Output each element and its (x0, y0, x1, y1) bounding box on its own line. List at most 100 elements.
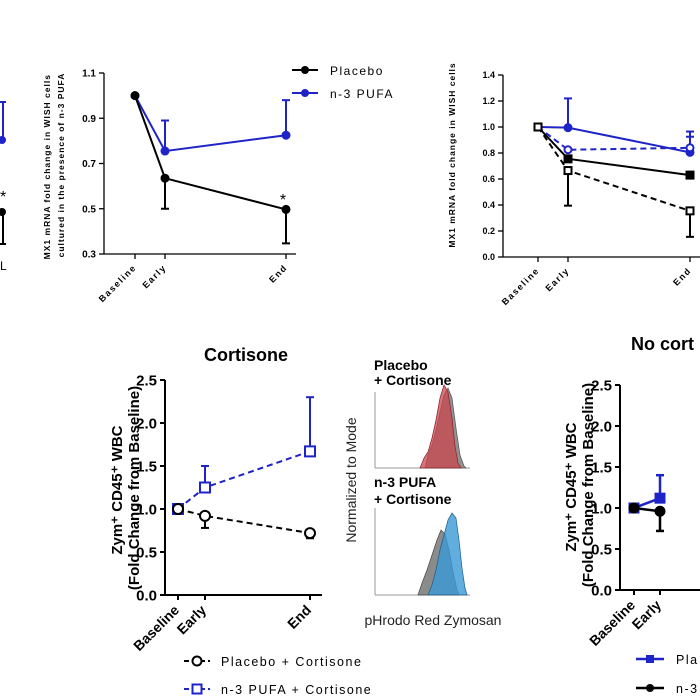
legend-placebo-cortisone-label: Placebo + Cortisone (221, 655, 362, 669)
panel-d-legend: Pla n-3 (636, 653, 699, 696)
panel-c-ylabel: Zym⁺ CD45⁺ WBC (Fold Change from Baselin… (109, 386, 143, 590)
panel-b-ylabel: MX1 mRNA fold change in WISH cells (447, 62, 457, 247)
panel-c-placebo-point (172, 503, 184, 515)
panel-a-y-tick-label: 0.5 (82, 204, 96, 215)
panel-a-axes: 0.3 0.5 0.7 0.9 1.1 Baseline Early End (82, 69, 296, 304)
panel-c-y-tick-label: 0.5 (136, 544, 157, 561)
panel-b-series-1-point (563, 123, 573, 133)
panel-b-y-tick-label: 0.8 (482, 148, 495, 158)
panel-b-y-tick-label: 1.4 (482, 70, 495, 80)
panel-d-title: No cort (631, 334, 694, 354)
legend-d-pufa-label: Pla (676, 653, 699, 667)
panel-a-y-tick-label: 0.9 (82, 114, 96, 125)
panel-b-y-tick-label: 0.0 (482, 252, 495, 262)
legend-placebo-label: Placebo (330, 64, 384, 78)
panel-b-x-tick-label: Early (543, 265, 571, 293)
panel-d-y-tick-label: 1.5 (591, 459, 612, 476)
panel-a-marks (130, 91, 291, 245)
panel-a-legend: Placebo n-3 PUFA (292, 64, 393, 101)
panel-d-marks (628, 473, 666, 533)
panel-d-x-tick-label: Early (629, 597, 665, 633)
panel-b-series-3-point (563, 154, 573, 164)
panel-d-ylabel-line1: Zym⁺ CD45⁺ WBC (563, 422, 580, 551)
panel-c-y-tick-label: 1.0 (136, 501, 157, 518)
panel-a-pufa-point (160, 146, 170, 156)
histogram-bottom (374, 508, 470, 596)
flow-ylabel: Normalized to Mode (343, 417, 359, 542)
panel-b-series-2-line (537, 126, 691, 151)
panel-c-y-tick-label: 2.0 (136, 415, 157, 432)
panel-b-series-3-point (685, 170, 695, 180)
panel-a-x-tick-label: Early (140, 262, 168, 290)
panel-d: No cort Zym⁺ CD45⁺ WBC (Fold Change from… (563, 334, 700, 696)
panel-b-series-4-point (533, 122, 543, 132)
panel-b-marks (533, 97, 695, 238)
panel-d-series-1-point (654, 492, 666, 504)
panel-d-y-tick-label: 0.5 (591, 541, 612, 558)
panel-d-ylabel-line2: (Fold Change from Baseline) (580, 383, 597, 587)
fragment-pufa-point (0, 136, 6, 144)
histogram-top (374, 384, 470, 469)
panel-c-y-tick-label: 2.5 (136, 372, 157, 389)
panel-b: MX1 mRNA fold change in WISH cells 0.0 0.… (447, 62, 700, 307)
panel-c-title: Cortisone (204, 345, 288, 365)
panel-b-series-4-point (685, 206, 695, 216)
panel-b-x-tick-label: Baseline (500, 265, 542, 307)
panel-b-y-tick-label: 0.4 (482, 200, 495, 210)
panel-a-placebo-point (281, 204, 291, 214)
flow-bottom-label-line2: + Cortisone (374, 491, 452, 507)
fragment-mark: L (0, 259, 7, 273)
panel-a-fragment: * L (0, 101, 7, 273)
panel-c-y-tick-label: 1.5 (136, 458, 157, 475)
legend-pufa-cortisone-label: n-3 PUFA + Cortisone (221, 683, 372, 697)
legend-d-placebo-label: n-3 (676, 682, 699, 696)
flow-top-label-line1: Placebo (374, 357, 428, 373)
panel-b-series-3-line (537, 126, 691, 177)
panel-d-series-2-point (628, 502, 640, 514)
panel-a-y-tick-label: 0.3 (82, 250, 96, 261)
flow-bottom-label: n-3 PUFA + Cortisone (374, 474, 452, 507)
panel-c: Cortisone Zym⁺ CD45⁺ WBC (Fold Change fr… (109, 345, 372, 697)
panel-b-series-4-line (537, 126, 691, 212)
legend-d-placebo-marker (646, 684, 654, 692)
panel-c-legend: Placebo + Cortisone n-3 PUFA + Cortisone (184, 655, 372, 697)
panel-a-placebo-point (160, 173, 170, 183)
legend-pufa-marker (301, 89, 309, 97)
panel-c-x-tick-label: End (284, 602, 314, 632)
panel-c-placebo-line (177, 508, 311, 535)
panel-c-pufa-point (304, 445, 316, 458)
flow-top-label: Placebo + Cortisone (374, 357, 452, 388)
panel-a-placebo-line (134, 95, 287, 211)
panel-a-placebo-point (130, 91, 140, 101)
panel-a-ylabel-line1: MX1 mRNA fold change in WISH cells (42, 74, 52, 259)
panel-d-y-tick-label: 1.0 (591, 500, 612, 517)
panel-a-pufa-line (134, 95, 287, 153)
panel-c-x-tick-label: Early (174, 602, 210, 638)
panel-b-x-tick-label: End (671, 265, 693, 287)
fragment-star: * (0, 189, 6, 206)
panel-b-series-2-point (563, 145, 573, 155)
legend-placebo-marker (301, 66, 309, 74)
panel-a-pufa-point (281, 130, 291, 140)
panel-c-ylabel-line2: (Fold Change from Baseline) (126, 386, 143, 590)
panel-c-pufa-line (177, 450, 311, 510)
panel-a-ylabel-line2: cultured in the presence of n-3 PUFA (56, 73, 66, 258)
panel-d-ylabel: Zym⁺ CD45⁺ WBC (Fold Change from Baselin… (563, 383, 597, 587)
legend-pufa-cortisone-marker (191, 683, 203, 695)
panel-c-marks (172, 396, 316, 540)
panel-d-y-tick-label: 0.0 (591, 582, 612, 599)
panel-b-y-tick-label: 0.6 (482, 174, 495, 184)
histogram-top-red (419, 384, 462, 469)
panel-d-y-tick-label: 2.5 (591, 377, 612, 394)
panel-a-x-tick-label: Baseline (97, 262, 139, 304)
panel-b-series-2-point (685, 143, 695, 153)
panel-b-y-tick-label: 1.2 (482, 96, 495, 106)
panel-c-ylabel-line1: Zym⁺ CD45⁺ WBC (109, 425, 126, 554)
panel-b-axes: 0.0 0.2 0.4 0.6 0.8 1.0 1.2 1.4 Baseline Early End (482, 70, 700, 307)
flow-panel: Placebo + Cortisone n-3 PUFA + Cortisone… (343, 357, 501, 628)
panel-a: MX1 mRNA fold change in WISH cells cultu… (42, 64, 393, 304)
legend-placebo-cortisone-marker (191, 655, 203, 667)
flow-xlabel: pHrodo Red Zymosan (365, 612, 502, 628)
